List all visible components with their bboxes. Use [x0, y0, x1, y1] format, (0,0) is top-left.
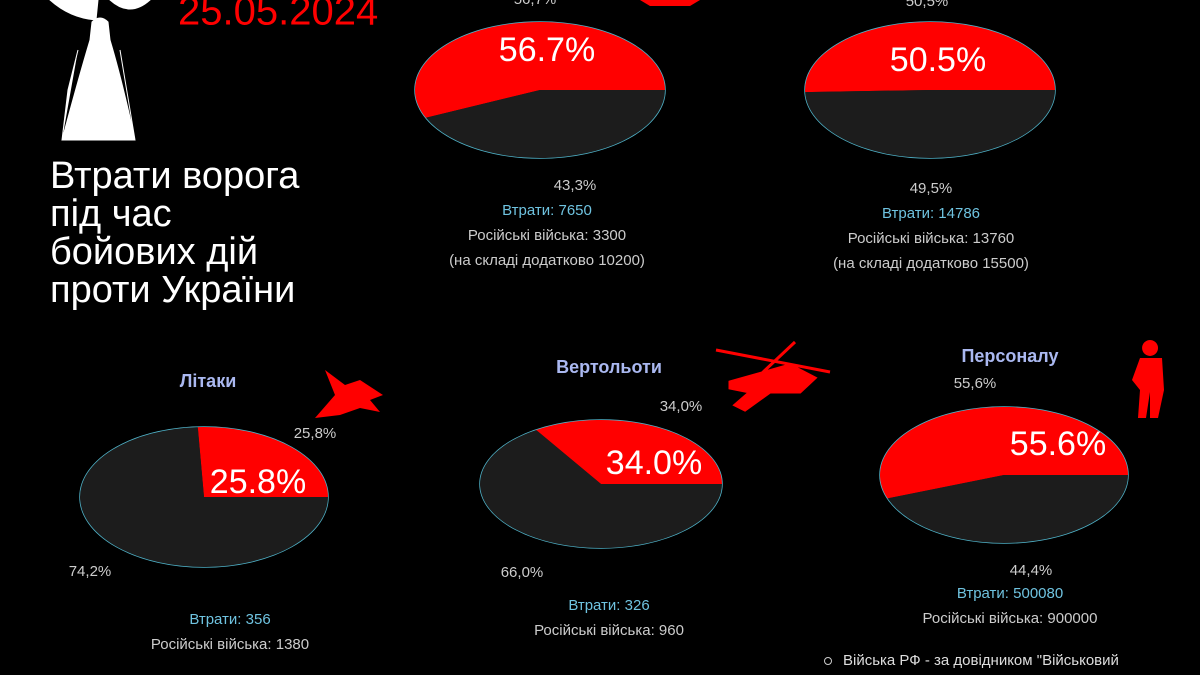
note: Російські війська: 960	[534, 622, 684, 639]
footnote: Війська РФ - за довідником "Військовий	[843, 652, 1119, 669]
value-label: 56,7%	[514, 0, 557, 8]
note: Втрати: 14786	[882, 205, 980, 222]
highlight-label: 56.7%	[499, 31, 595, 69]
value-label: 74,2%	[69, 563, 112, 580]
title-line: Втрати ворога	[50, 155, 300, 197]
pie-title: Вертольоти	[556, 357, 662, 377]
value-label: 55,6%	[954, 375, 997, 392]
title-line: бойових дій	[50, 231, 258, 273]
note: (на складі додатково 15500)	[833, 255, 1029, 272]
note: Російські війська: 3300	[468, 227, 626, 244]
icon	[640, 0, 700, 6]
pie-slice	[805, 21, 1056, 93]
highlight-label: 34.0%	[606, 444, 702, 482]
title-line: проти України	[50, 269, 295, 311]
note: Втрати: 326	[568, 597, 649, 614]
highlight-label: 55.6%	[1010, 425, 1106, 463]
helicopter-icon	[715, 340, 831, 412]
note: Втрати: 356	[189, 611, 270, 628]
highlight-label: 25.8%	[210, 463, 306, 501]
pie-slice	[414, 21, 665, 118]
value-label: 34,0%	[660, 398, 703, 415]
soldier-icon	[1132, 340, 1164, 418]
pie-title: Персоналу	[961, 346, 1058, 366]
pie-title: Літаки	[180, 371, 237, 391]
pie-slice	[479, 429, 722, 548]
note: (на складі додатково 10200)	[449, 252, 645, 269]
note: Російські війська: 900000	[923, 610, 1098, 627]
value-label: 25,8%	[294, 425, 337, 442]
value-label: 43,3%	[554, 177, 597, 194]
pie-slice	[79, 427, 329, 568]
pie-slice	[805, 90, 1055, 158]
pie-slice	[197, 427, 328, 497]
jet-icon	[315, 370, 383, 418]
angel-silhouette	[49, 0, 151, 141]
pie-slice	[425, 90, 665, 159]
title: Втрати ворога під час бойових дій проти …	[50, 155, 300, 311]
note: Російські війська: 1380	[151, 636, 309, 653]
note: Втрати: 7650	[502, 202, 592, 219]
pie-slice	[536, 420, 722, 484]
pie-slice	[887, 475, 1128, 544]
value-label: 50,5%	[906, 0, 949, 10]
value-label: 44,4%	[1010, 562, 1053, 579]
date: 25.05.2024	[178, 0, 378, 34]
pie-slice	[880, 407, 1128, 499]
highlight-label: 50.5%	[890, 41, 986, 79]
value-label: 49,5%	[910, 180, 953, 197]
bullet	[824, 657, 832, 665]
value-label: 66,0%	[501, 564, 544, 581]
note: Втрати: 500080	[957, 585, 1063, 602]
note: Російські війська: 13760	[848, 230, 1015, 247]
title-line: під час	[50, 193, 172, 235]
